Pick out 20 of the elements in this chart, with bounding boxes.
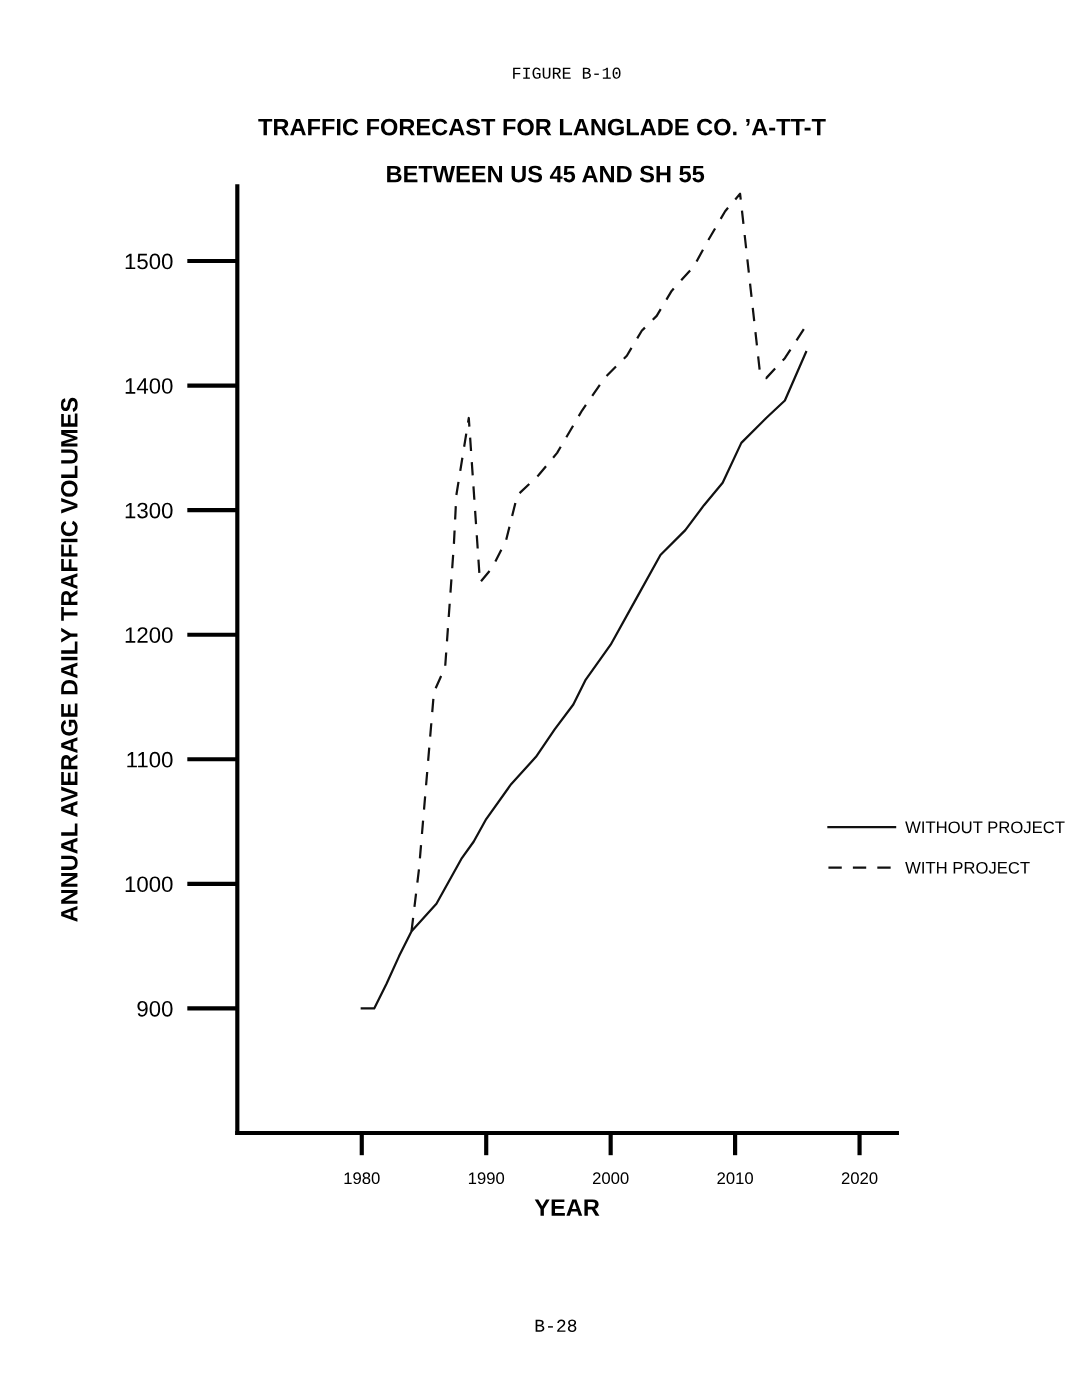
x-tick-label: 2020 [841, 1172, 878, 1185]
x-axis-title: YEAR [534, 1199, 600, 1216]
y-tick-label: 1300 [125, 502, 173, 519]
x-tick-label: 2010 [717, 1172, 753, 1185]
x-tick-label: 2000 [592, 1172, 629, 1185]
y-tick-label: 1200 [125, 627, 173, 643]
legend-label: WITHOUT PROJECT [905, 821, 1065, 834]
y-axis-title: ANNUAL AVERAGE DAILY TRAFFIC VOLUMES [60, 397, 78, 922]
text: B-28 [535, 1319, 577, 1332]
y-tick-label: 1400 [125, 378, 173, 394]
y-tick-label: 1500 [125, 253, 173, 270]
text: FIGURE B-10 [513, 67, 621, 79]
x-tick-label: 1990 [468, 1172, 505, 1185]
chart-subtitle: BETWEEN US 45 AND SH 55 [387, 165, 705, 183]
legend-label: WITH PROJECT [905, 861, 1030, 874]
chart-title: TRAFFIC FORECAST FOR LANGLADE CO. ’A-TT-T [258, 118, 826, 136]
y-tick-label: 900 [137, 1000, 173, 1017]
x-tick-label: 1980 [344, 1172, 380, 1185]
y-tick-label: 1100 [127, 751, 173, 768]
y-tick-label: 1000 [125, 876, 173, 893]
